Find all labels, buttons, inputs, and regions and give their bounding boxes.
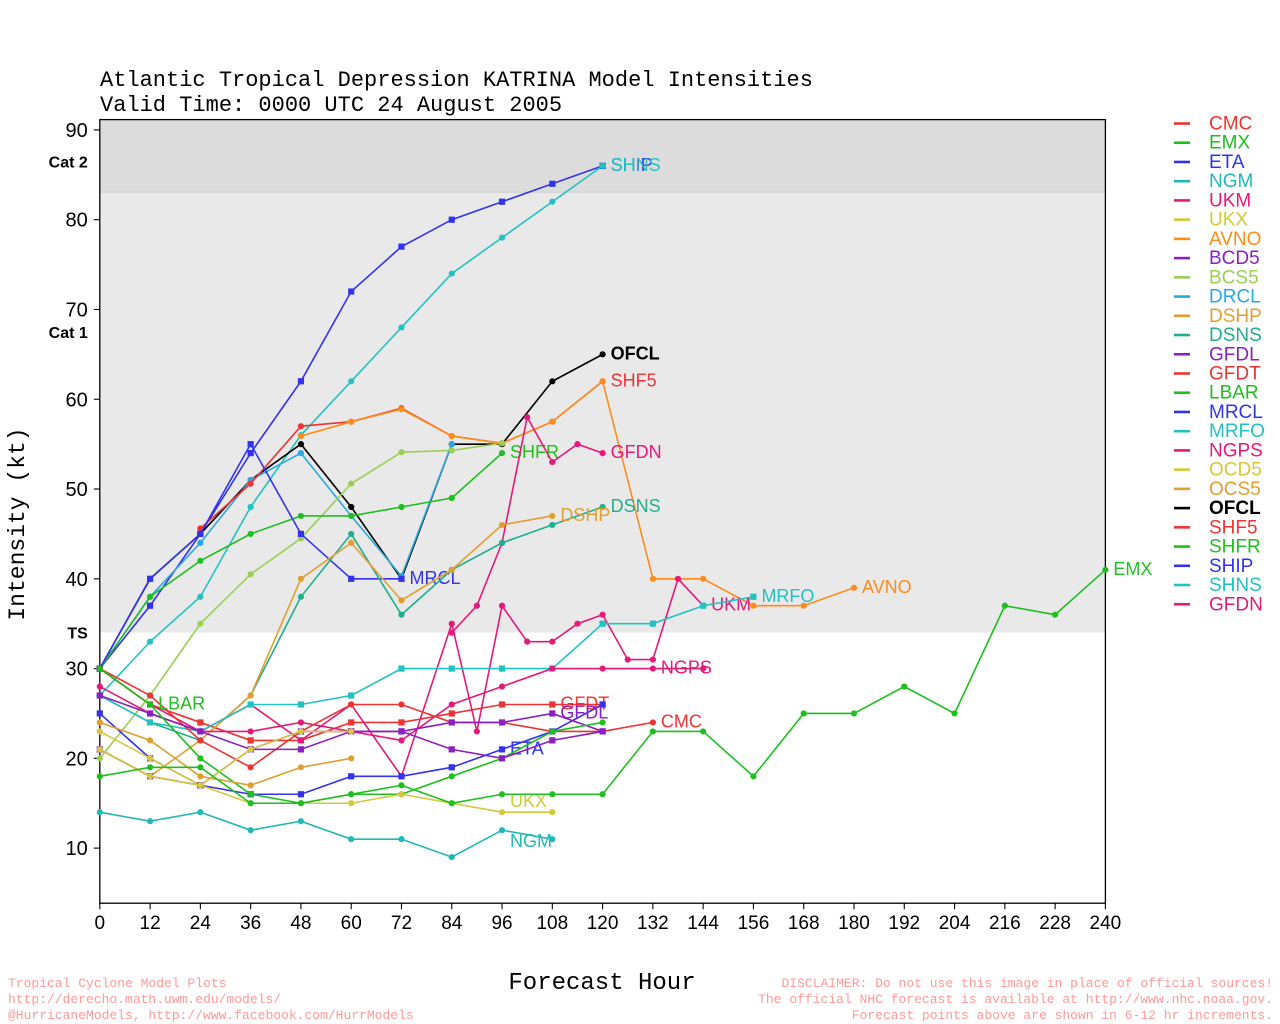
svg-text:CMC: CMC: [661, 711, 702, 731]
svg-text:72: 72: [391, 913, 412, 934]
svg-text:EMX: EMX: [1113, 559, 1152, 579]
svg-text:GFDN: GFDN: [611, 442, 662, 462]
svg-text:204: 204: [939, 913, 971, 934]
svg-text:MRFO: MRFO: [761, 586, 814, 606]
svg-text:12: 12: [140, 913, 161, 934]
svg-text:DSNS: DSNS: [611, 496, 661, 516]
svg-text:144: 144: [687, 913, 719, 934]
svg-text:228: 228: [1039, 913, 1071, 934]
svg-text:70: 70: [66, 299, 88, 321]
svg-text:SHF5: SHF5: [1209, 517, 1258, 538]
svg-text:ETA: ETA: [1209, 152, 1245, 173]
svg-text:LBAR: LBAR: [158, 693, 205, 713]
svg-text:SHNS: SHNS: [611, 155, 661, 175]
svg-text:90: 90: [66, 120, 88, 142]
svg-text:180: 180: [838, 913, 870, 934]
svg-text:BCS5: BCS5: [1209, 267, 1259, 288]
svg-text:SHF5: SHF5: [611, 370, 657, 390]
svg-text:OFCL: OFCL: [1209, 498, 1261, 519]
svg-text:20: 20: [66, 748, 88, 770]
svg-text:UKX: UKX: [1209, 210, 1248, 231]
svg-text:60: 60: [341, 913, 362, 934]
svg-text:TS: TS: [67, 626, 88, 643]
svg-text:156: 156: [738, 913, 770, 934]
svg-text:SHFR: SHFR: [1209, 537, 1261, 558]
svg-text:40: 40: [66, 569, 88, 591]
svg-text:96: 96: [491, 913, 512, 934]
svg-text:132: 132: [637, 913, 669, 934]
svg-text:216: 216: [989, 913, 1021, 934]
svg-text:LBAR: LBAR: [1209, 383, 1259, 404]
svg-text:192: 192: [888, 913, 920, 934]
svg-text:36: 36: [240, 913, 261, 934]
svg-text:24: 24: [190, 913, 212, 934]
svg-text:AVNO: AVNO: [862, 577, 912, 597]
svg-text:GFDL: GFDL: [560, 702, 608, 722]
svg-text:GFDT: GFDT: [1209, 363, 1261, 384]
svg-text:DSNS: DSNS: [1209, 325, 1262, 346]
svg-text:OCD5: OCD5: [1209, 460, 1262, 481]
svg-text:240: 240: [1090, 913, 1122, 934]
svg-text:Cat 1: Cat 1: [49, 325, 88, 342]
svg-text:UKM: UKM: [1209, 190, 1251, 211]
svg-text:ETA: ETA: [510, 738, 544, 758]
svg-text:GFDN: GFDN: [1209, 594, 1263, 615]
svg-text:NGPS: NGPS: [661, 658, 712, 678]
svg-text:SHNS: SHNS: [1209, 575, 1262, 596]
svg-text:EMX: EMX: [1209, 133, 1251, 154]
svg-text:BCD5: BCD5: [1209, 248, 1260, 269]
svg-text:SHIP: SHIP: [1209, 556, 1253, 577]
svg-text:OCS5: OCS5: [1209, 479, 1261, 500]
svg-text:120: 120: [587, 913, 619, 934]
svg-text:CMC: CMC: [1209, 114, 1252, 135]
svg-text:NGPS: NGPS: [1209, 440, 1263, 461]
svg-text:Cat 2: Cat 2: [49, 154, 88, 171]
svg-text:48: 48: [290, 913, 311, 934]
svg-text:OFCL: OFCL: [611, 343, 660, 363]
svg-text:10: 10: [66, 838, 88, 860]
svg-text:MRCL: MRCL: [1209, 402, 1263, 423]
svg-text:50: 50: [66, 479, 88, 501]
svg-text:108: 108: [536, 913, 568, 934]
svg-text:168: 168: [788, 913, 820, 934]
svg-text:80: 80: [66, 210, 88, 232]
svg-text:30: 30: [66, 659, 88, 681]
svg-text:60: 60: [66, 389, 88, 411]
svg-text:NGM: NGM: [1209, 171, 1253, 192]
svg-text:NGM: NGM: [510, 831, 552, 851]
svg-text:0: 0: [95, 913, 106, 934]
svg-text:MRFO: MRFO: [1209, 421, 1265, 442]
svg-text:DSHP: DSHP: [560, 505, 610, 525]
svg-text:AVNO: AVNO: [1209, 229, 1261, 250]
svg-text:GFDL: GFDL: [1209, 344, 1260, 365]
svg-text:DRCL: DRCL: [1209, 287, 1261, 308]
svg-text:84: 84: [441, 913, 463, 934]
svg-text:DSHP: DSHP: [1209, 306, 1262, 327]
